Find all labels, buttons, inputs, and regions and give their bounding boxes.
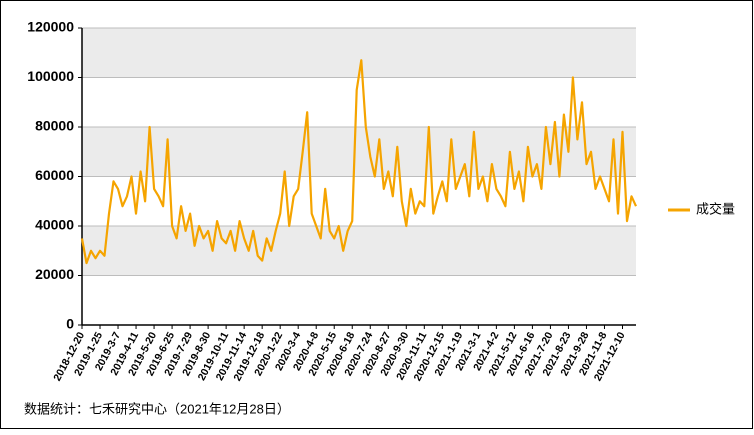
source-note: 数据统计：七禾研究中心（2021年12月28日）: [24, 401, 290, 416]
series-line: [80, 59, 638, 265]
grid-band: [82, 226, 636, 276]
y-tick-label: 80000: [35, 118, 74, 134]
y-tick-label: 0: [66, 316, 74, 332]
bands: [82, 28, 636, 276]
y-tick-label: 60000: [35, 167, 74, 183]
y-tick-label: 100000: [27, 68, 74, 84]
y-tick-label: 40000: [35, 217, 74, 233]
y-tick-label: 20000: [35, 266, 74, 282]
legend-label: 成交量: [696, 201, 735, 216]
y-tick-label: 120000: [27, 19, 74, 35]
